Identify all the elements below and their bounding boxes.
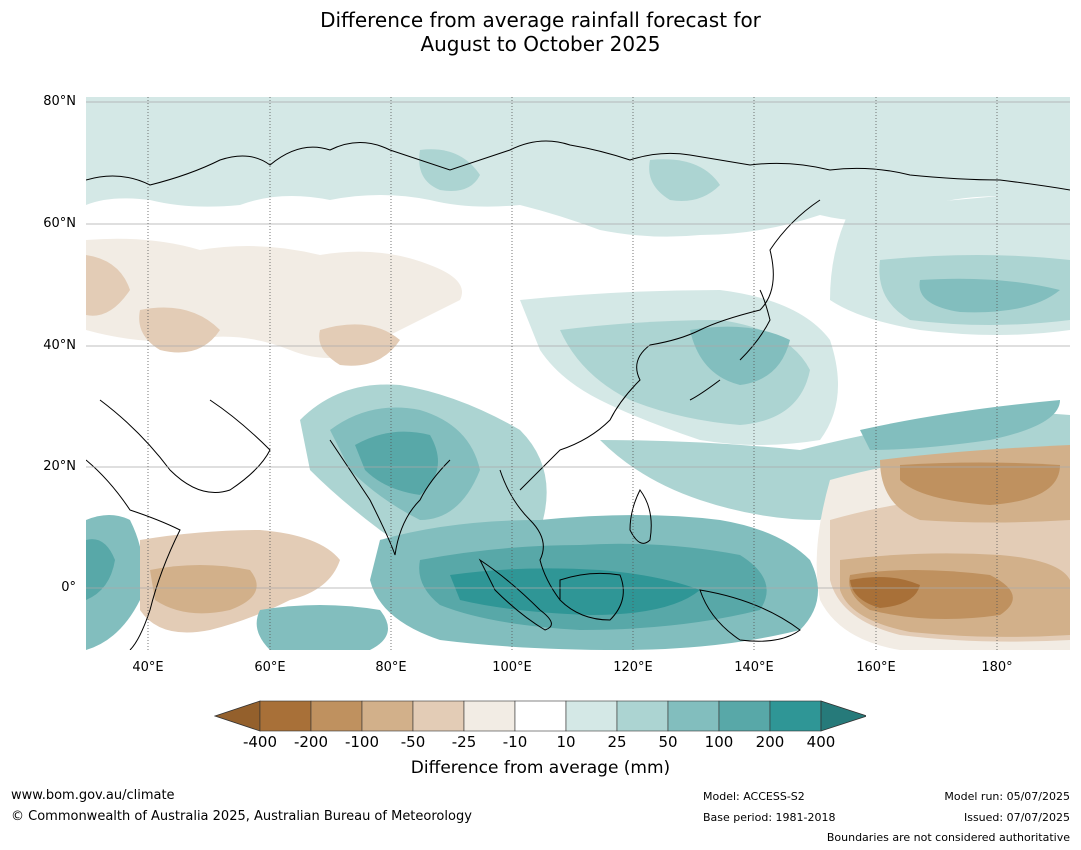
map-title: Difference from average rainfall forecas… [0,8,1081,56]
coast-arabia [99,399,271,493]
title-line-1: Difference from average rainfall forecas… [320,8,761,32]
lon-label-100e: 100°E [492,660,532,675]
colorbar-swatch [310,700,363,732]
lon-label-80e: 80°E [375,660,407,675]
model-text: Model: ACCESS-S2 [703,790,805,803]
lat-label-0: 0° [61,580,76,595]
anomaly-north-siberia [86,97,1070,237]
coastlines [86,140,1070,650]
colorbar-tick-label: -400 [242,733,278,751]
anomaly-central-asia-dry [139,307,220,353]
colorbar-tick-label: 50 [658,733,678,751]
coast-africa [86,459,181,650]
base-period-text: Base period: 1981-2018 [703,811,836,824]
coast-india [329,439,451,556]
colorbar-swatch [565,700,618,732]
website-link[interactable]: www.bom.gov.au/climate [11,788,175,803]
colorbar-tick-label: 200 [755,733,785,751]
colorbar-tick-label: -10 [502,733,528,751]
coast-indochina [499,469,561,601]
colorbar-tick-label: -50 [400,733,426,751]
anomaly-cpac-dry-core [850,576,920,608]
anomaly-wio-wet [256,605,388,650]
lon-label-160e: 160°E [856,660,896,675]
coast-north-eurasia [86,140,1070,191]
lat-label-60n: 60°N [43,216,76,231]
anomaly-siberia-east [649,159,720,201]
anomaly-africa-core [86,539,115,600]
colorbar-swatch [463,700,516,732]
anomaly-maritime-core [450,568,700,615]
colorbar-swatch [616,700,669,732]
colorbar-tick-label: 10 [556,733,576,751]
colorbar-swatch [718,700,771,732]
lon-label-120e: 120°E [613,660,653,675]
disclaimer-text: Boundaries are not considered authoritat… [826,831,1070,844]
anomaly-north-pacific-core [919,278,1060,313]
coast-east-asia [519,199,821,491]
anomaly-japan-wet [690,326,790,385]
anomaly-wpac-mid [860,400,1060,450]
colorbar-title: Difference from average (mm) [410,758,671,778]
coast-borneo [559,572,624,621]
lon-label-180: 180° [981,660,1013,675]
graticule [86,97,1070,650]
colorbar-swatch [412,700,465,732]
colorbar-tick-label: -25 [451,733,477,751]
anomaly-cpac-dry-high [900,462,1060,505]
anomaly-tibet-dry [319,324,400,366]
anomaly-west-dry-mid [86,255,130,316]
colorbar-swatch [667,700,720,732]
anomaly-fields [86,97,1070,650]
colorbar-arrow-high [820,700,866,732]
lon-label-140e: 140°E [734,660,774,675]
anomaly-south-asia-core [355,431,438,495]
lon-label-40e: 40°E [132,660,164,675]
colorbar-arrow-low [214,700,261,732]
coast-philippines [629,489,652,544]
colorbar-tick-label: -200 [293,733,329,751]
anomaly-wio-dry-mid [150,565,257,614]
lat-label-20n: 20°N [43,459,76,474]
rainfall-map [86,97,1070,650]
colorbar-tick-label: 25 [607,733,627,751]
colorbar-tick-label: 400 [806,733,836,751]
coast-sumatra [478,558,552,631]
coast-new-guinea [699,589,801,642]
lat-label-80n: 80°N [43,94,76,109]
issued-text: Issued: 07/07/2025 [963,811,1070,824]
copyright-text: © Commonwealth of Australia 2025, Austra… [11,809,472,824]
colorbar-swatch [361,700,414,732]
colorbar-swatch [259,700,312,732]
model-run-text: Model run: 05/07/2025 [944,790,1070,803]
lon-label-60e: 60°E [254,660,286,675]
colorbar-tick-label: 100 [704,733,734,751]
coast-japan [689,289,771,401]
title-line-2: August to October 2025 [420,32,661,56]
colorbar-tick-label: -100 [344,733,380,751]
lat-label-40n: 40°N [43,338,76,353]
colorbar [214,700,866,732]
colorbar-swatch [514,700,567,732]
colorbar-swatch [769,700,822,732]
